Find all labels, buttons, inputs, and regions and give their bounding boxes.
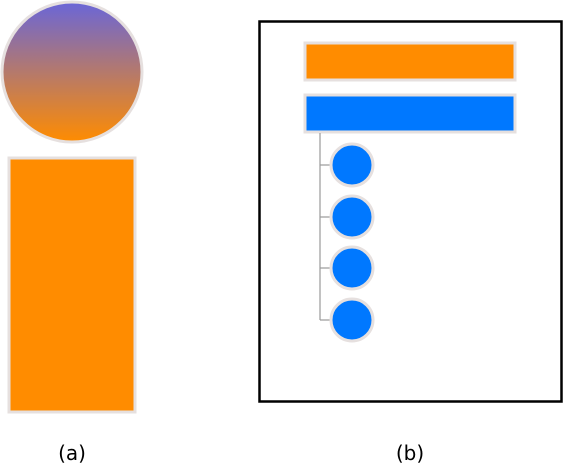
blue-header-bar — [303, 93, 517, 134]
panel-b-frame — [258, 20, 563, 403]
panel-a — [0, 0, 144, 414]
panel-b — [258, 20, 563, 403]
blue-list-circle — [329, 245, 375, 291]
caption-a: (a) — [58, 441, 86, 465]
gradient-circle — [0, 0, 144, 144]
blue-list-circle — [329, 194, 375, 240]
blue-list-circle — [329, 297, 375, 343]
caption-b: (b) — [395, 441, 425, 465]
orange-tall-bar — [7, 156, 137, 414]
orange-header-bar — [303, 41, 517, 82]
blue-list-circle — [329, 142, 375, 188]
